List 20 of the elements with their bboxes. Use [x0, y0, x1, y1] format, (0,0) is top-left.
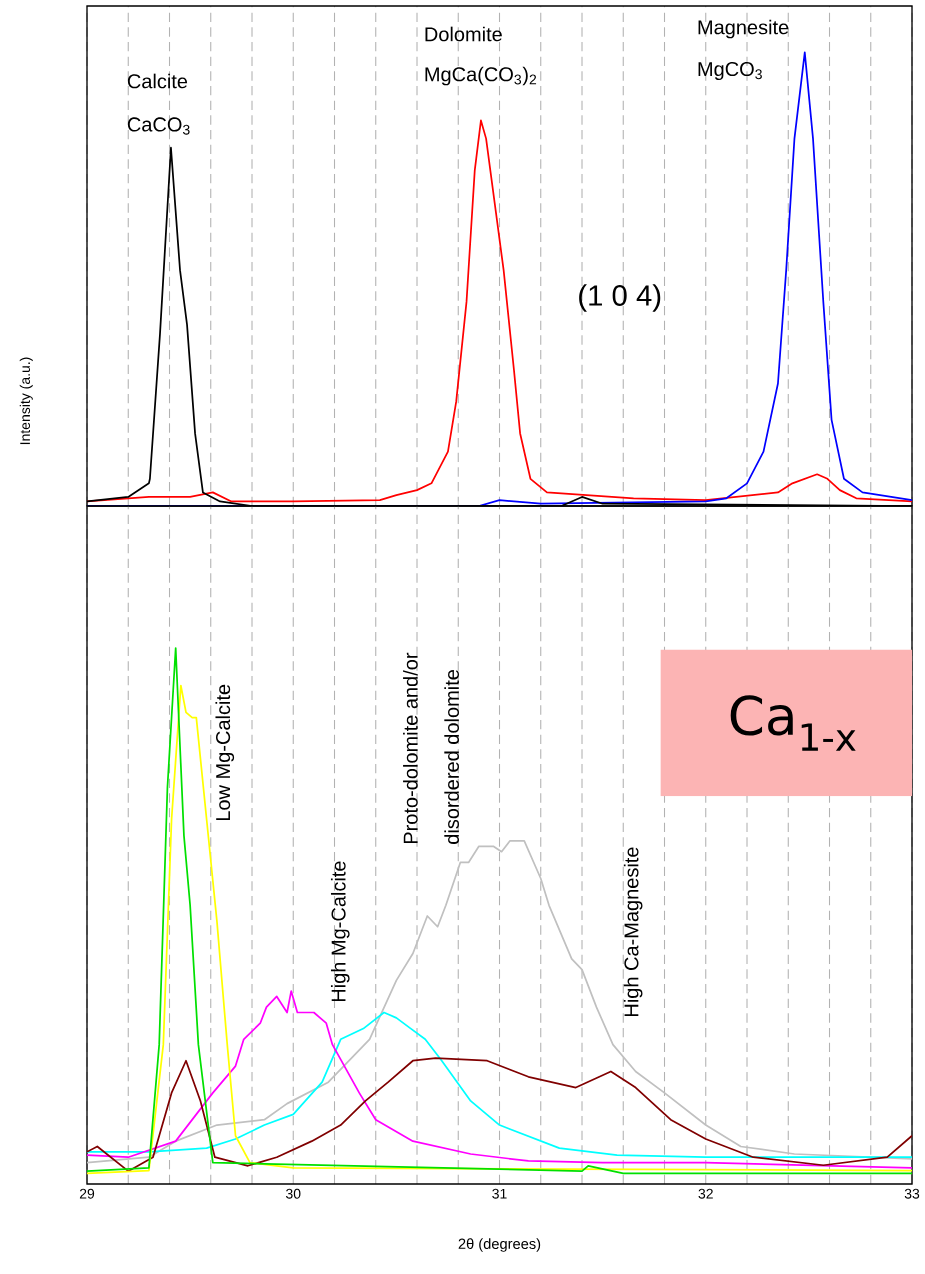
- text: Magnesite: [698, 19, 789, 39]
- x-tick-label: 33: [904, 1188, 920, 1199]
- annotation: MgCO$_{3}$: [698, 61, 762, 81]
- x-tick-label: 30: [285, 1188, 301, 1199]
- x-tick-label: 29: [79, 1188, 95, 1199]
- annotation: (1 0 4): [579, 284, 661, 312]
- x-tick-label: 32: [698, 1188, 713, 1199]
- annotation: Low Mg-Calcite: [215, 684, 235, 821]
- annotation: Ca$_{1-x}$: [730, 695, 856, 751]
- annotation: MgCa(CO$_{3}$)$_{2}$: [425, 66, 537, 86]
- text: Dolomite: [425, 26, 502, 42]
- y-axis-title: Intensity (a.u.): [19, 357, 33, 445]
- x-axis-title: 2θ (degrees): [458, 1238, 541, 1252]
- annotation: CaCO$_{3}$: [127, 117, 190, 135]
- annotation: Proto-dolomite and/or: [403, 652, 418, 844]
- annotation: High Ca-Magnesite: [623, 847, 643, 1017]
- annotation: Calcite: [127, 73, 188, 89]
- annotation: High Mg-Calcite: [330, 861, 350, 1002]
- annotation: disordered dolomite: [444, 670, 459, 844]
- x-tick-label: 31: [492, 1188, 507, 1199]
